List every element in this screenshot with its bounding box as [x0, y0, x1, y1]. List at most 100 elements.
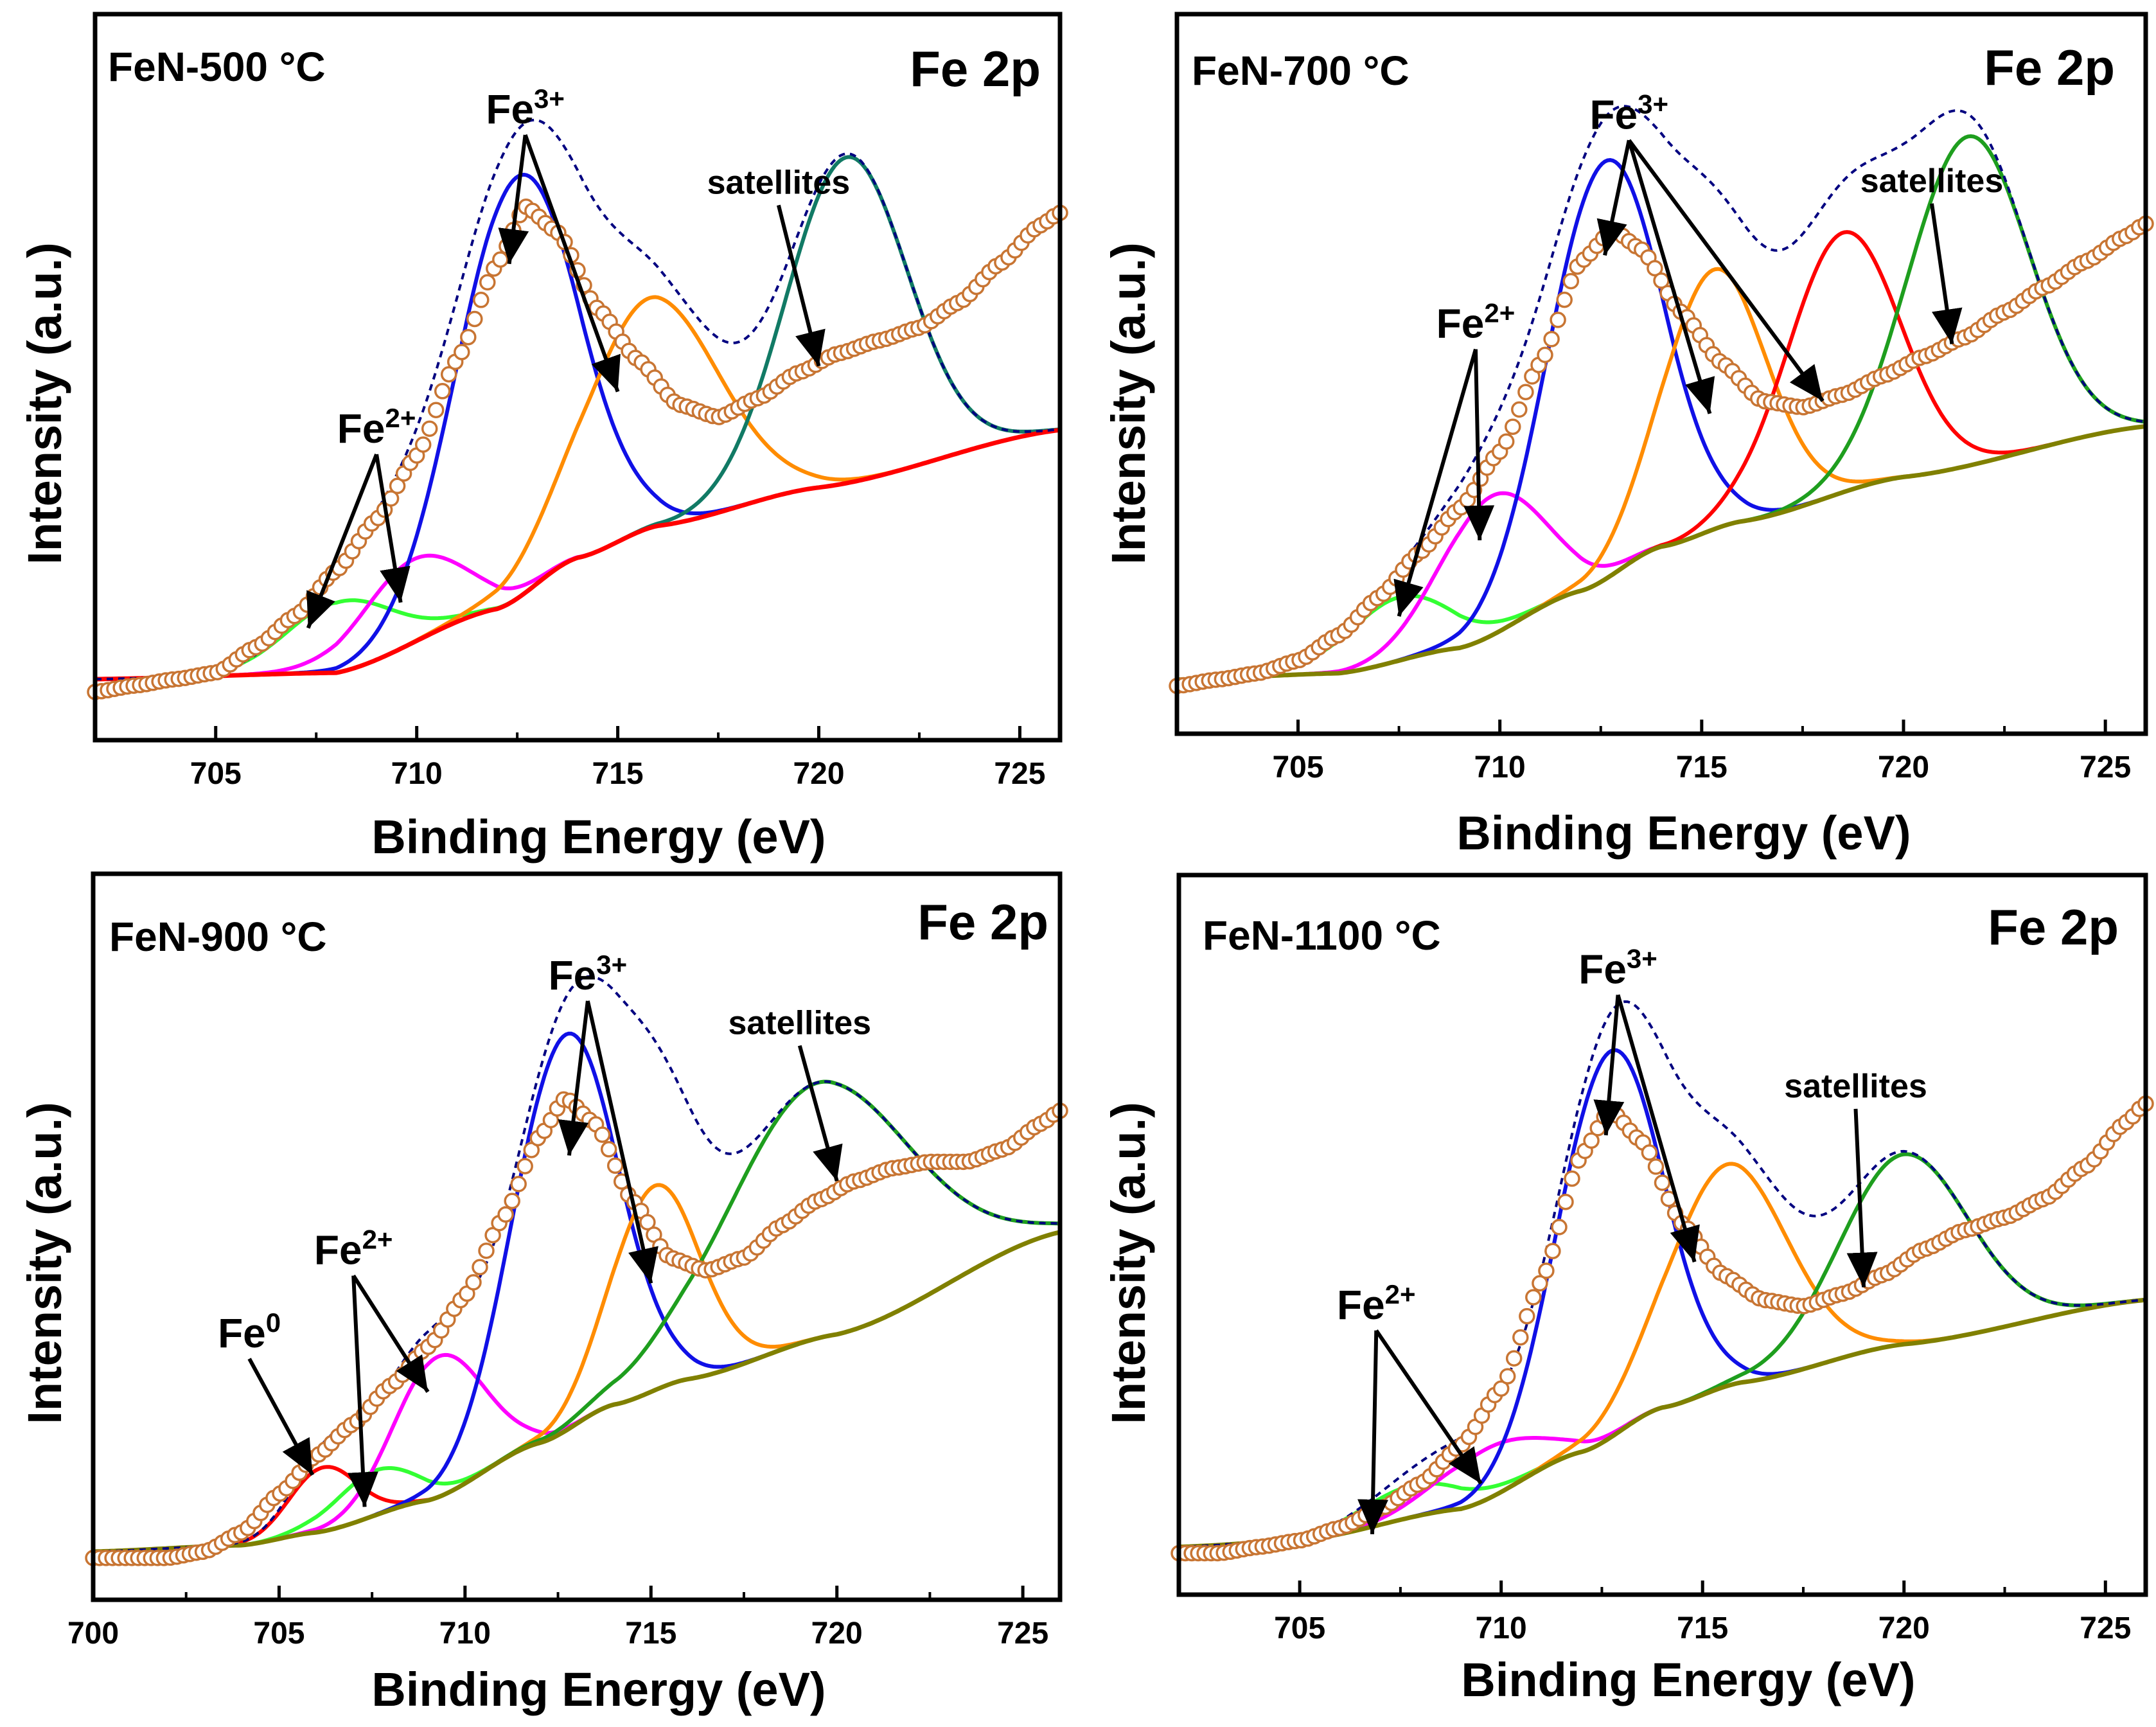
panel-2-annotation-fe0: Fe0: [218, 1307, 281, 1356]
panel-3-data-point: [1564, 1170, 1580, 1187]
panel-2-data-point: [517, 1158, 533, 1174]
panel-0-tick-label: 720: [793, 757, 844, 791]
panel-1-tick-label: 720: [1878, 750, 1929, 784]
panel-1-peak-5-line: [1177, 134, 2146, 682]
panel-2-peak-0-line: [93, 1230, 1060, 1554]
panel-1-tick-label: 710: [1474, 750, 1526, 784]
panel-2-data-point: [472, 1259, 488, 1276]
panel-2-annotation-satellites: satellites: [729, 1005, 872, 1042]
panel-3-peak-1-line: [1179, 1298, 2146, 1549]
panel-2-y-axis-label: Intensity (a.u.): [18, 1102, 71, 1424]
panel-3-curves: [1179, 1000, 2146, 1550]
panel-feN-500: FeN-500 °C Fe 2p Binding Energy (eV) Int…: [18, 12, 1068, 864]
panel-0-data-point: [421, 420, 438, 437]
panel-1-data-point: [1498, 433, 1515, 450]
panel-0-arrows: [306, 134, 826, 629]
panel-0-data-point: [434, 383, 451, 400]
panel-1-envelope-line: [1177, 105, 2146, 681]
panel-3-x-axis-label: Binding Energy (eV): [1461, 1653, 1915, 1706]
panel-0-envelope-line: [95, 118, 1060, 681]
panel-feN-1100: FeN-1100 °C Fe 2p Binding Energy (eV) In…: [1102, 872, 2154, 1706]
panel-1-tick-label: 715: [1676, 750, 1727, 784]
panel-3-tick-label: 715: [1677, 1611, 1728, 1645]
panel-1-peak-3-line: [1177, 267, 2146, 682]
panel-3-data-point: [1499, 1368, 1516, 1385]
panel-0-data-point: [427, 402, 445, 418]
panel-3-tick-label: 720: [1878, 1611, 1930, 1645]
panel-0-data-point: [492, 251, 509, 268]
panel-3-data-point: [1519, 1307, 1535, 1325]
panel-2-data-point: [478, 1242, 495, 1259]
panel-0-frame: [93, 12, 1063, 743]
panel-0-annotation-arrow: [375, 454, 411, 603]
panel-1-data-point: [1517, 384, 1534, 400]
panel-1-annotation-arrow: [1463, 349, 1495, 541]
panel-3-peak-0-line: [1179, 1298, 2146, 1549]
panel-0-data-point: [414, 436, 432, 453]
panel-2-annotation-fe2: Fe2+: [314, 1224, 393, 1273]
panel-1-data-point: [1647, 260, 1663, 277]
panel-1-annotation-arrow: [1393, 348, 1478, 617]
panel-2-frame: [91, 871, 1063, 1602]
panel-0-data-point: [454, 344, 470, 360]
panel-2-x-axis-label: Binding Energy (eV): [371, 1663, 826, 1716]
panel-2-peak-2-line: [93, 1230, 1060, 1554]
panel-0-tick-label: 725: [994, 757, 1045, 791]
panel-0-data-point: [389, 477, 406, 495]
panel-3-data-point: [1647, 1158, 1665, 1175]
panel-0-annotation-arrow: [777, 204, 826, 367]
panel-3-annotation-satellites: satellites: [1784, 1068, 1927, 1105]
panel-2-annotation-arrow: [585, 1000, 658, 1284]
panel-2-envelope-line: [93, 975, 1060, 1553]
panel-2-data-point: [594, 1126, 611, 1143]
panel-0-annotation-arrow: [498, 134, 529, 265]
panel-1-sample-label: FeN-700 °C: [1192, 48, 1409, 94]
panel-1-x-axis-label: Binding Energy (eV): [1456, 806, 1911, 860]
panel-feN-700: FeN-700 °C Fe 2p Binding Energy (eV) Int…: [1102, 12, 2154, 860]
panel-0-plot: [87, 12, 1068, 743]
panel-1-data-point: [1653, 272, 1670, 289]
panel-3-x-ticks: 705 710 715 720 725: [1274, 1581, 2131, 1645]
panel-3-data-point: [1538, 1262, 1555, 1279]
panel-1-data-point: [1537, 346, 1553, 364]
panel-3-data-point: [1641, 1144, 1658, 1161]
panel-3-envelope-line: [1179, 1000, 2146, 1548]
panel-3-data-points: [1171, 1095, 2154, 1562]
panel-1-region-label: Fe 2p: [1984, 39, 2115, 96]
panel-3-arrows: [1357, 994, 1878, 1534]
panel-3-data-point: [1583, 1132, 1600, 1149]
panel-0-annotation-fe3: Fe3+: [486, 84, 565, 132]
panel-0-y-axis-label: Intensity (a.u.): [18, 242, 71, 565]
panel-3-tick-label: 705: [1274, 1611, 1325, 1645]
panel-1-data-point: [1562, 272, 1580, 290]
panel-2-tick-label: 725: [997, 1616, 1048, 1651]
panel-2-data-point: [600, 1141, 617, 1158]
panel-0-tick-label: 715: [592, 757, 644, 791]
panel-2-region-label: Fe 2p: [917, 894, 1048, 950]
panel-1-frame: [1174, 12, 2148, 736]
panel-1-tick-label: 725: [2080, 750, 2131, 784]
panel-1-annotation-arrow: [1596, 139, 1631, 256]
panel-1-data-point: [1556, 291, 1573, 308]
panel-1-data-point: [1550, 312, 1566, 328]
panel-0-peak-4-line: [95, 155, 1060, 682]
panel-1-x-ticks: 705 710 715 720 725: [1272, 720, 2131, 784]
panel-0-annotation-fe2: Fe2+: [337, 403, 416, 452]
panel-feN-900: FeN-900 °C Fe 2p Binding Energy (eV) Int…: [18, 871, 1068, 1716]
panel-2-annotation-arrow: [797, 1045, 843, 1182]
panel-2-annotation-arrow: [347, 1275, 378, 1507]
panel-3-annotation-arrow: [1357, 1330, 1389, 1534]
panel-0-data-point: [460, 328, 477, 346]
panel-3-data-point: [1544, 1243, 1561, 1259]
panel-1-plot: [1169, 12, 2154, 736]
panel-3-plot: [1171, 872, 2154, 1597]
panel-1-annotation-arrow: [1627, 139, 1715, 414]
panel-0-annotations: Fe3+ satellites Fe2+: [337, 84, 850, 452]
panel-2-annotation-arrow: [558, 1000, 590, 1156]
panel-3-tick-label: 725: [2080, 1611, 2131, 1645]
panel-0-background-line: [95, 427, 1060, 682]
panel-2-tick-label: 700: [67, 1616, 119, 1651]
panel-2-data-point: [510, 1176, 527, 1192]
panel-1-annotation-satellites: satellites: [1860, 163, 2004, 200]
